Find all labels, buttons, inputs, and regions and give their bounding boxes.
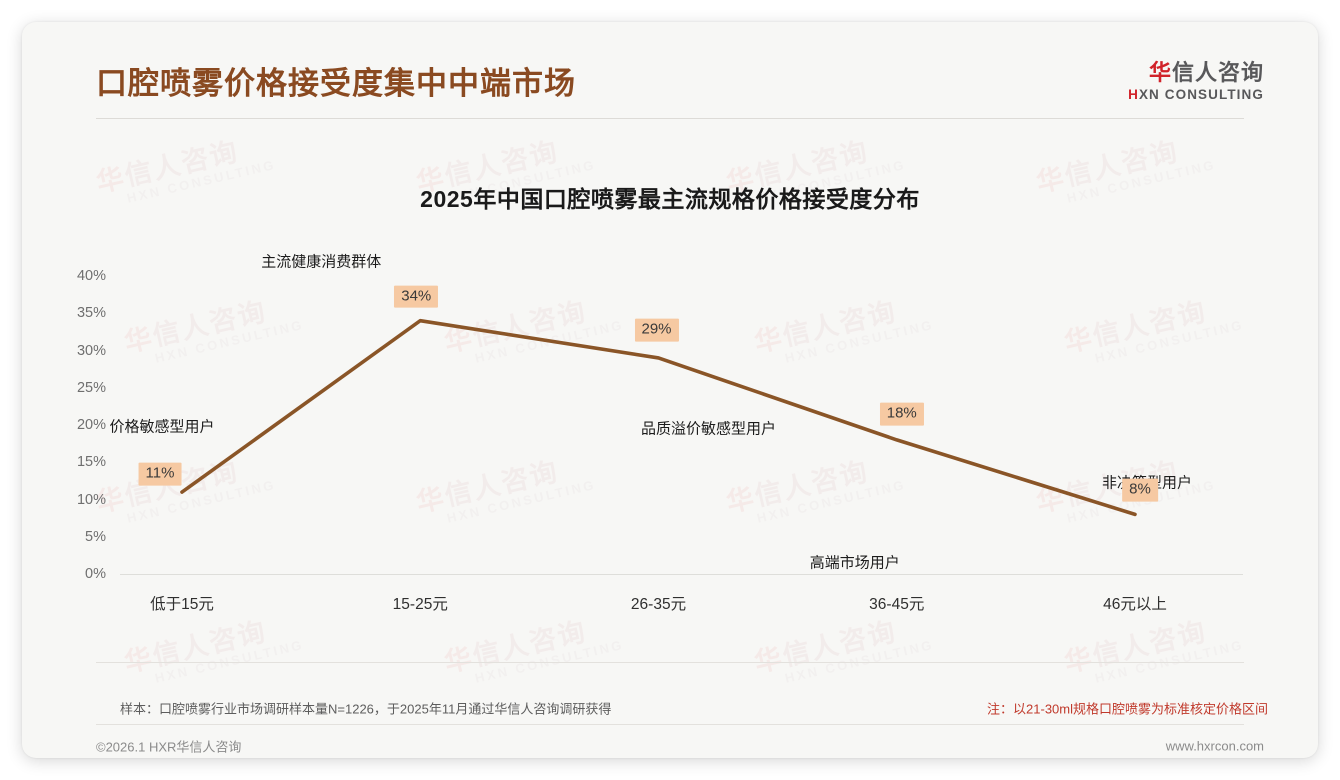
point-annotation-label: 品质溢价敏感型用户 [640, 420, 777, 438]
series-line-svg [180, 318, 1137, 517]
slide-header: 口腔喷雾价格接受度集中中端市场 华信人咨询 HXN CONSULTING [22, 22, 1318, 132]
data-value-badge: 18% [879, 402, 924, 426]
logo-chinese: 华信人咨询 [1128, 60, 1264, 85]
y-axis-tick-label: 15% [76, 454, 106, 471]
y-axis-tick-label: 20% [76, 417, 106, 433]
point-annotation-label: 价格敏感型用户 [109, 418, 215, 436]
data-value-badge: 11% [138, 462, 182, 486]
slide-card: 华信人咨询 HXN CONSULTING 华信人咨询 HXN CONSULTING 华信… [22, 22, 1318, 758]
footnote-divider-bottom [96, 724, 1244, 725]
copyright-text: ©2026.1 HXR华信人咨询 [96, 739, 242, 755]
sample-note: 样本：口腔喷雾行业市场调研样本量N=1226，于2025年11月通过华信人咨询调… [120, 701, 612, 717]
logo-char-hua: 华 [1148, 60, 1172, 85]
spec-note: 注：以21-30ml规格口腔喷雾为标准核定价格区间 [987, 701, 1268, 717]
page-title: 口腔喷雾价格接受度集中中端市场 [96, 66, 576, 101]
chart-title: 2025年中国口腔喷雾最主流规格价格接受度分布 [420, 186, 920, 212]
y-axis-tick-label: 30% [76, 342, 106, 359]
y-axis-tick-label: 10% [76, 491, 106, 508]
series-polyline [180, 318, 1137, 517]
logo-chinese-rest: 信人咨询 [1171, 60, 1264, 85]
x-axis-tick-label: 36-45元 [869, 596, 925, 613]
x-axis-tick-label: 15-25元 [392, 596, 448, 613]
y-axis-tick-label: 0% [85, 566, 106, 582]
logo-english: HXN CONSULTING [1128, 87, 1264, 102]
header-divider [96, 118, 1244, 119]
logo-english-rest: XN CONSULTING [1138, 87, 1264, 103]
y-axis-tick-label: 5% [85, 528, 106, 545]
point-annotation-label: 高端市场用户 [809, 554, 900, 572]
y-axis-tick-label: 25% [76, 379, 106, 396]
data-value-badge: 8% [1122, 479, 1158, 502]
point-annotation-label: 主流健康消费群体 [261, 253, 382, 271]
x-axis-baseline [120, 574, 1243, 575]
brand-logo: 华信人咨询 HXN CONSULTING [1128, 60, 1264, 102]
x-axis-tick-label: 26-35元 [630, 596, 687, 613]
data-value-badge: 34% [394, 285, 439, 309]
y-axis-tick-label: 40% [76, 268, 106, 284]
x-axis-tick-label: 低于15元 [150, 596, 214, 613]
website-link[interactable]: www.hxrcon.com [1165, 738, 1264, 754]
x-axis-tick-label: 46元以上 [1103, 596, 1167, 613]
data-value-badge: 29% [634, 318, 679, 342]
y-axis-tick-label: 35% [76, 305, 106, 322]
footnote-divider-top [96, 662, 1244, 663]
logo-char-h: H [1128, 87, 1139, 103]
chart-plot-area: 0% 5% 10% 15% 20% 25% 30% 35% 40% 低于15元 15-25元 26-… [22, 22, 1318, 758]
